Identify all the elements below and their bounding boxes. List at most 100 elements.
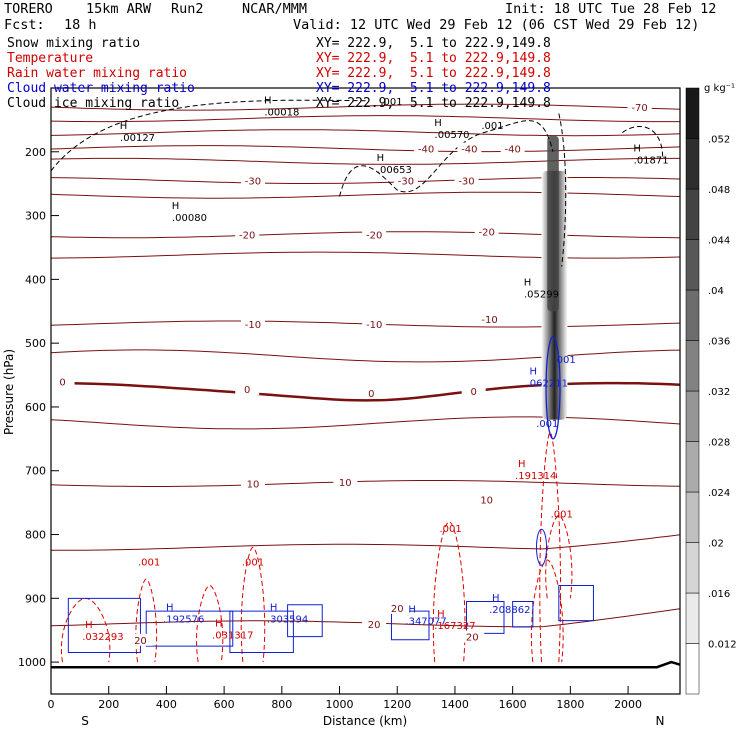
y-tick-label: 500: [25, 337, 46, 350]
isotherm-label-bg: [385, 601, 410, 614]
x-tick-label: 1200: [383, 698, 411, 711]
field-name: Cloud water mixing ratio: [7, 81, 195, 96]
isotherm--70: [51, 103, 680, 111]
max-value: .208862: [489, 605, 530, 616]
ice-contour: [51, 99, 369, 172]
axes: 0 200 400 600 800 1000 1200 1400 1600 1800 2000200…: [2, 87, 681, 728]
isotherm-label: -40: [461, 145, 477, 156]
field-name: Snow mixing ratio: [7, 36, 141, 51]
isotherm-label-bg: [362, 318, 387, 331]
forecast-label: Fcst:: [4, 17, 45, 33]
terrain-line: [51, 660, 680, 669]
isotherm-label-bg: [460, 630, 485, 643]
max-value: .167327: [434, 621, 475, 632]
colorbar-bin: [685, 87, 700, 139]
colorbar-tick-label: .016: [708, 589, 730, 600]
field-xy: XY= 222.9, 5.1 to 222.9,149.8: [316, 81, 551, 96]
isotherm-label-bg: [240, 318, 265, 331]
isotherm--15: [51, 251, 680, 259]
isotherm-label-bg: [393, 174, 418, 187]
colorbar-bin: [685, 542, 700, 594]
field-name: Temperature: [7, 51, 94, 66]
y-tick-label: 400: [25, 273, 46, 286]
rain-contour: [135, 578, 158, 663]
isotherm-label: -30: [398, 176, 414, 187]
isotherm-label: -20: [239, 231, 255, 242]
x-axis-label: Distance (km): [323, 714, 407, 728]
x-tick-label: 1000: [326, 698, 354, 711]
isotherm--35: [51, 157, 680, 165]
field-xy: XY= 222.9, 5.1 to 222.9,149.8: [316, 96, 551, 111]
isotherm-label-bg: [359, 386, 384, 399]
x-tick-label: 1600: [499, 698, 527, 711]
max-value: .062211: [527, 379, 568, 390]
max-marker: H: [518, 459, 526, 470]
plot-frame: [50, 87, 681, 695]
max-value: .01871: [634, 155, 669, 166]
max-marker: H: [215, 619, 223, 630]
cloud-contour: [229, 610, 294, 654]
isotherm--40: [51, 145, 680, 153]
cloud-contour: [390, 610, 430, 641]
x-tick-label: 600: [214, 698, 235, 711]
cloud-contour: [67, 597, 141, 654]
max-marker: H: [120, 121, 128, 132]
max-marker: H: [172, 201, 180, 212]
contour-label: .001: [536, 419, 558, 430]
isotherm-label: -30: [245, 176, 261, 187]
isotherm-label: -10: [481, 315, 497, 326]
max-value: .303594: [267, 615, 308, 626]
isotherm-label-bg: [362, 617, 387, 630]
isotherm-label-bg: [454, 174, 479, 187]
organization: NCAR/MMM: [242, 1, 308, 17]
colorbar-bin: [685, 239, 700, 291]
init-time: Init: 18 UTC Tue 28 Feb 12: [505, 1, 717, 17]
max-marker: H: [270, 603, 278, 614]
colorbar-bin: [685, 491, 700, 543]
isotherm-label: 0: [471, 387, 477, 398]
colorbar-tick-label: .02: [708, 539, 724, 550]
isotherm-label-bg: [128, 633, 153, 646]
max-marker: H: [85, 620, 93, 631]
isotherm-label-bg: [362, 228, 387, 241]
ice-contour: [621, 126, 664, 159]
isotherm-label: -40: [504, 145, 520, 156]
x-tick-label: 200: [98, 698, 119, 711]
isotherm-label: 10: [339, 478, 352, 489]
x-tick-label: 1800: [556, 698, 584, 711]
isotherm-label-bg: [477, 312, 502, 325]
colorbar-bin: [685, 138, 700, 190]
x-tick-label: 2000: [614, 698, 642, 711]
cloud-contour-column: [545, 336, 561, 440]
colorbar-tick-label: 0.012: [708, 640, 737, 651]
isotherm-label-bg: [627, 101, 652, 114]
x-tick-label: 400: [156, 698, 177, 711]
max-marker: H: [264, 96, 272, 107]
isotherm-label: -40: [418, 145, 434, 156]
isotherm-label-bg: [461, 385, 486, 397]
south-end-label: S: [81, 714, 89, 728]
colorbar-tick-label: .036: [708, 337, 730, 348]
ice-contour: [558, 113, 567, 267]
isotherm-label-bg: [500, 142, 525, 155]
cloud-contour: [558, 585, 594, 622]
cloud-contour: [536, 528, 548, 566]
field-xy: XY= 222.9, 5.1 to 222.9,149.8: [316, 51, 551, 66]
forecast-hour: 18 h: [64, 17, 97, 33]
cloud-contour: [512, 601, 534, 628]
isotherm-label: 10: [480, 495, 493, 506]
cloud-contour: [465, 601, 505, 634]
isotherm-label-bg: [240, 477, 265, 490]
x-tick-label: 1400: [441, 698, 469, 711]
max-value: .191314: [515, 471, 556, 482]
isotherm-label: 0: [244, 385, 250, 396]
contour-label: .001: [242, 557, 264, 568]
isotherm--30: [51, 177, 680, 184]
temperature-isotherms: [51, 103, 680, 628]
isotherm-label-bg: [235, 228, 260, 241]
max-marker: H: [437, 609, 445, 620]
colorbar-bin: [685, 289, 700, 341]
isotherm-label-bg: [474, 225, 499, 238]
y-tick-label: 700: [25, 465, 46, 478]
